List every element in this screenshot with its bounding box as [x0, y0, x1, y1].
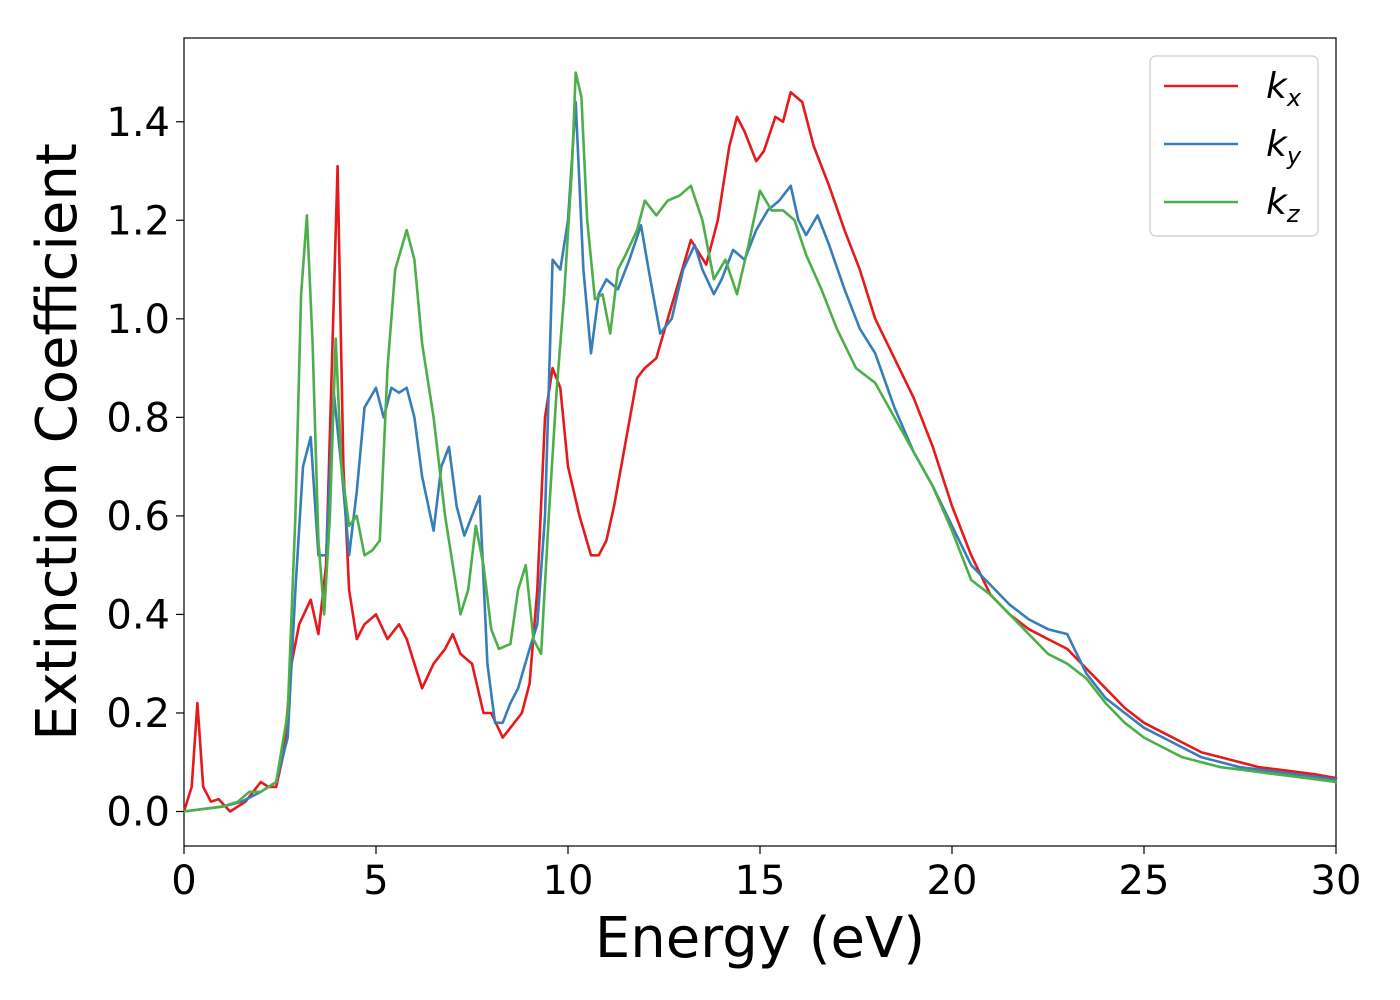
x-axis-title: Energy (eV) — [595, 906, 925, 971]
x-tick-label: 5 — [363, 858, 388, 904]
series-lines — [182, 71, 1338, 813]
x-tick-label: 25 — [1119, 858, 1170, 904]
series-line-kz — [182, 71, 1338, 813]
legend-label-ky: ky — [1266, 124, 1302, 170]
y-axis-ticks: 0.0 0.2 0.4 0.6 0.8 1.0 1.2 1.4 — [106, 100, 184, 836]
series-line-ky — [182, 100, 1338, 813]
y-axis-title: Extinction Coefficient — [25, 143, 90, 741]
y-tick-label: 0.2 — [106, 691, 170, 737]
legend-box — [1149, 55, 1319, 237]
y-tick-label: 1.4 — [106, 100, 170, 146]
x-tick-label: 30 — [1311, 858, 1362, 904]
x-axis-ticks: 0 5 10 15 20 25 30 — [171, 846, 1361, 904]
x-tick-label: 15 — [735, 858, 786, 904]
x-tick-label: 10 — [543, 858, 594, 904]
y-tick-label: 1.2 — [106, 198, 170, 244]
y-tick-label: 0.8 — [106, 395, 170, 441]
legend-label-kz: kz — [1266, 182, 1301, 228]
y-tick-label: 0.4 — [106, 592, 170, 638]
y-tick-label: 1.0 — [106, 297, 170, 343]
legend: kx ky kz — [1149, 55, 1319, 237]
legend-label-kx: kx — [1266, 66, 1302, 112]
x-tick-label: 20 — [927, 858, 978, 904]
x-tick-label: 0 — [171, 858, 196, 904]
y-tick-label: 0.0 — [106, 790, 170, 836]
y-tick-label: 0.6 — [106, 494, 170, 540]
